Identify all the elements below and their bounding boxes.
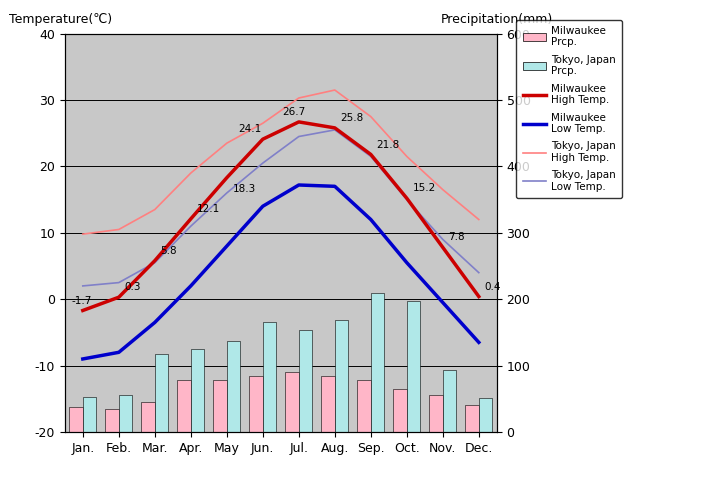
Text: 24.1: 24.1 <box>238 124 261 134</box>
Bar <box>105 409 119 432</box>
Bar <box>177 380 191 432</box>
Text: 0.3: 0.3 <box>125 282 141 292</box>
Bar <box>393 389 407 432</box>
Bar <box>141 402 155 432</box>
Bar <box>69 407 83 432</box>
Bar <box>335 321 348 432</box>
Text: Temperature(℃): Temperature(℃) <box>9 12 112 25</box>
Text: 5.8: 5.8 <box>161 246 177 256</box>
Bar <box>299 330 312 432</box>
Text: 0.4: 0.4 <box>485 282 501 291</box>
Text: 26.7: 26.7 <box>282 107 305 117</box>
Bar <box>213 380 227 432</box>
Text: 12.1: 12.1 <box>197 204 220 214</box>
Bar <box>263 323 276 432</box>
Bar <box>227 341 240 432</box>
Bar <box>285 372 299 432</box>
Bar <box>465 406 479 432</box>
Text: -1.7: -1.7 <box>72 296 92 306</box>
Bar <box>429 396 443 432</box>
Text: 18.3: 18.3 <box>233 183 256 193</box>
Bar <box>321 375 335 432</box>
Bar <box>371 293 384 432</box>
Text: 15.2: 15.2 <box>413 183 436 193</box>
Bar <box>443 370 456 432</box>
Bar <box>407 301 420 432</box>
Bar <box>357 380 371 432</box>
Text: 21.8: 21.8 <box>377 140 400 149</box>
Text: 7.8: 7.8 <box>449 232 465 242</box>
Bar <box>191 349 204 432</box>
Legend: Milwaukee
Prcp., Tokyo, Japan
Prcp., Milwaukee
High Temp., Milwaukee
Low Temp., : Milwaukee Prcp., Tokyo, Japan Prcp., Mil… <box>516 20 622 198</box>
Bar <box>119 395 132 432</box>
Bar <box>155 354 168 432</box>
Bar <box>249 375 263 432</box>
Bar <box>83 397 96 432</box>
Text: 25.8: 25.8 <box>341 113 364 123</box>
Text: Precipitation(mm): Precipitation(mm) <box>441 12 553 25</box>
Bar <box>479 398 492 432</box>
